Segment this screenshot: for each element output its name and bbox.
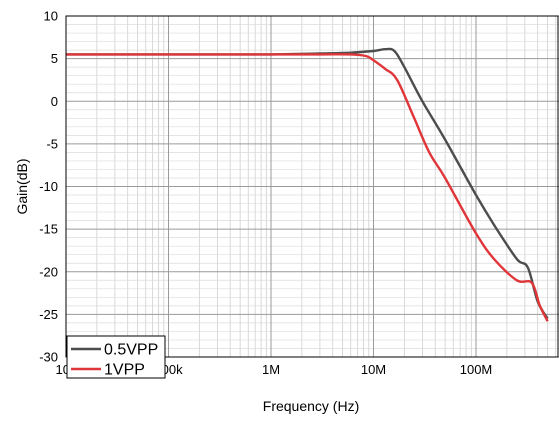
x-tick-label: 100M [460,362,493,377]
x-axis-title: Frequency (Hz) [263,398,359,414]
legend: 0.5VPP 1VPP [66,335,166,379]
series-layer [65,47,549,322]
y-tick-label: -30 [39,350,58,365]
y-tick-label: -20 [39,264,58,279]
y-tick-label: -25 [39,307,58,322]
x-tick-label: 10M [361,362,386,377]
plot-frame [65,15,559,358]
legend-box [66,335,166,379]
legend-label-0: 0.5VPP [104,342,158,359]
y-tick-label: -10 [39,179,58,194]
y-tick-label: -5 [46,136,58,151]
y-tick-label: -15 [39,222,58,237]
series-line-1 [65,53,549,322]
y-tick-label: 10 [44,9,58,24]
y-axis-ticks: 10 5 0 -5 -10 -15 -20 -25 -30 [39,9,58,365]
legend-label-1: 1VPP [104,362,145,379]
y-axis-title: Gain(dB) [14,158,30,214]
y-tick-label: 0 [51,94,58,109]
x-tick-label: 1M [262,362,280,377]
y-tick-label: 5 [51,51,58,66]
series-line-0 [65,47,549,320]
